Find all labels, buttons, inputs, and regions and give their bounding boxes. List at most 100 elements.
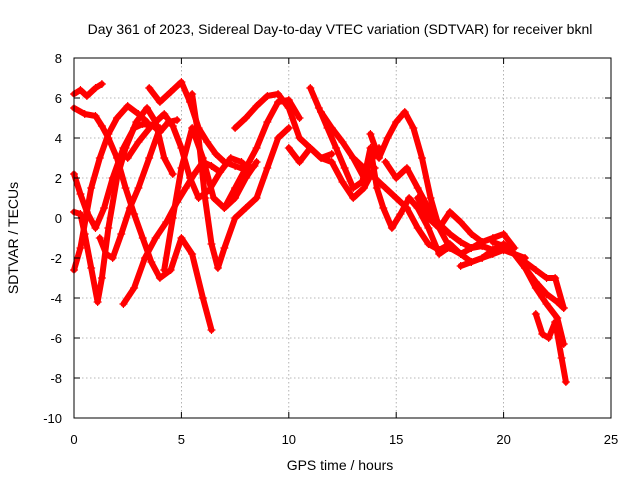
data-point	[531, 310, 540, 318]
data-point	[231, 184, 240, 192]
data-point	[198, 294, 207, 302]
data-point	[456, 218, 465, 226]
data-point	[207, 162, 216, 170]
data-point	[147, 258, 156, 266]
series-trace	[414, 195, 518, 251]
y-tick-label: 0	[55, 211, 62, 226]
data-point	[413, 194, 422, 202]
data-point	[538, 330, 547, 338]
data-point	[112, 114, 121, 122]
data-point	[119, 300, 128, 308]
data-point	[95, 154, 104, 162]
data-point	[76, 86, 85, 94]
data-point	[188, 90, 197, 98]
data-point	[274, 90, 283, 98]
data-point	[91, 112, 100, 120]
y-tick-label: -2	[50, 251, 62, 266]
data-point	[209, 194, 218, 202]
data-point	[147, 122, 156, 130]
data-point	[188, 250, 197, 258]
data-point	[392, 194, 401, 202]
data-point	[424, 240, 433, 248]
data-point	[252, 144, 261, 152]
data-point	[252, 194, 261, 202]
data-point	[445, 208, 454, 216]
data-point	[168, 170, 177, 178]
series-trace	[382, 159, 507, 253]
data-point	[145, 154, 154, 162]
data-point	[383, 134, 392, 142]
data-point	[349, 194, 358, 202]
data-point	[237, 158, 246, 166]
data-point	[327, 158, 336, 166]
data-point	[95, 234, 104, 242]
data-point	[263, 164, 272, 172]
series-trace	[96, 125, 163, 261]
data-point	[166, 88, 175, 96]
data-point	[542, 290, 551, 298]
data-point	[231, 214, 240, 222]
x-tick-label: 20	[496, 432, 510, 447]
data-point	[467, 230, 476, 238]
x-tick-label: 15	[389, 432, 403, 447]
data-point	[424, 224, 433, 232]
y-tick-label: -10	[43, 411, 62, 426]
data-point	[91, 84, 100, 92]
data-point	[396, 210, 405, 218]
data-point	[392, 118, 401, 126]
data-point	[478, 254, 487, 262]
data-point	[231, 124, 240, 132]
data-point	[445, 230, 454, 238]
data-point	[306, 84, 315, 92]
data-point	[211, 150, 220, 158]
data-point	[252, 158, 261, 166]
data-point	[207, 240, 216, 248]
data-point	[241, 114, 250, 122]
data-point	[134, 138, 143, 146]
data-point	[177, 164, 186, 172]
data-point	[349, 184, 358, 192]
series-track-13	[231, 90, 336, 162]
data-point	[168, 214, 177, 222]
data-point	[327, 124, 336, 132]
data-point	[557, 354, 566, 362]
data-point	[456, 262, 465, 270]
y-tick-label: 2	[55, 171, 62, 186]
data-point	[435, 246, 444, 254]
data-point	[177, 78, 186, 86]
data-point	[132, 118, 141, 126]
data-point	[499, 230, 508, 238]
data-point	[295, 114, 304, 122]
data-point	[123, 102, 132, 110]
data-point	[542, 300, 551, 308]
data-point	[220, 244, 229, 252]
data-point	[379, 204, 388, 212]
data-point	[155, 124, 164, 132]
data-point	[521, 264, 530, 272]
data-point	[121, 144, 130, 152]
data-point	[284, 144, 293, 152]
data-point	[138, 234, 147, 242]
data-point	[203, 138, 212, 146]
data-point	[478, 238, 487, 246]
x-tick-label: 5	[178, 432, 185, 447]
y-axis-label: SDTVAR / TECUs	[5, 182, 21, 294]
series-track-09	[123, 110, 255, 202]
series-trace	[146, 79, 258, 173]
data-point	[317, 108, 326, 116]
data-point	[445, 240, 454, 248]
data-point	[381, 184, 390, 192]
plot-frame	[73, 57, 612, 419]
data-point	[160, 266, 169, 274]
data-point	[456, 238, 465, 246]
series-trace	[367, 109, 486, 257]
data-point	[102, 250, 111, 258]
data-point	[327, 150, 336, 158]
data-point	[359, 174, 368, 182]
data-point	[160, 110, 169, 118]
data-point	[123, 154, 132, 162]
data-point	[181, 184, 190, 192]
data-point	[488, 250, 497, 258]
data-point	[134, 184, 143, 192]
